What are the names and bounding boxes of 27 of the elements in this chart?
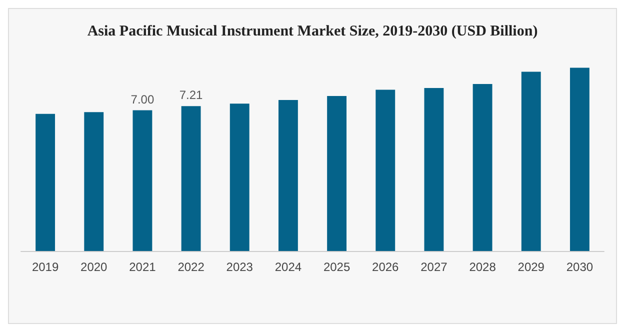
bar: [230, 104, 250, 251]
data-label: 7.00: [130, 92, 154, 106]
bar: [424, 88, 444, 251]
x-tick-label: 2030: [566, 260, 594, 274]
x-tick-label: 2027: [420, 260, 448, 274]
bar: [132, 110, 152, 251]
chart-title: Asia Pacific Musical Instrument Market Size, 2019-2030 (USD Billion): [87, 24, 538, 40]
bar: [181, 106, 201, 251]
x-tick-label: 2020: [80, 260, 108, 274]
bar: [278, 100, 298, 251]
x-tick-label: 2022: [178, 260, 205, 274]
bar: [472, 84, 492, 251]
x-tick-label: 2023: [226, 260, 254, 274]
x-tick-label: 2029: [518, 260, 545, 274]
bar: [327, 96, 347, 251]
x-tick-label: 2026: [372, 260, 400, 274]
data-label: 7.21: [179, 88, 204, 102]
bar: [521, 72, 541, 251]
bar: [376, 90, 396, 251]
bar: [84, 112, 104, 251]
x-tick-label: 2021: [129, 260, 156, 274]
x-tick-label: 2019: [32, 260, 59, 274]
x-tick-label: 2025: [323, 260, 350, 274]
bar: [570, 68, 590, 251]
x-tick-label: 2028: [469, 260, 496, 274]
x-tick-label: 2024: [274, 260, 302, 274]
bar: [36, 114, 56, 251]
